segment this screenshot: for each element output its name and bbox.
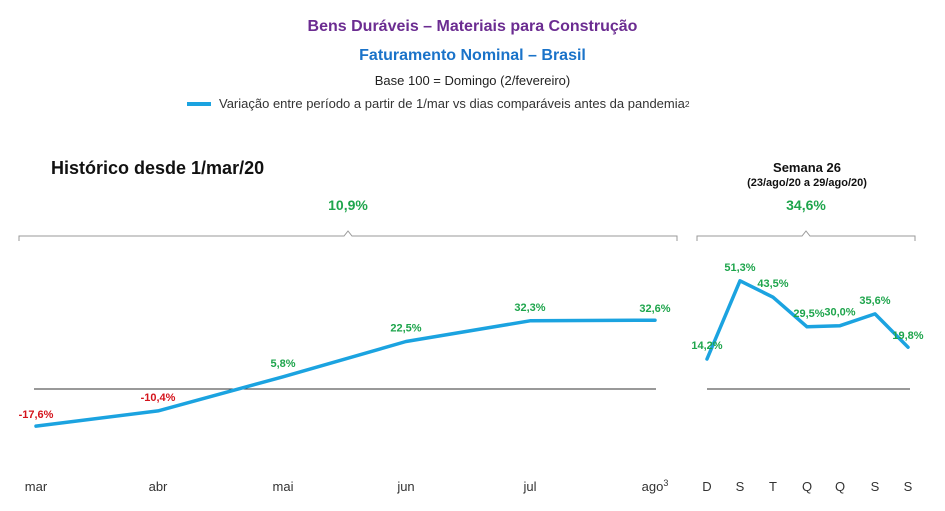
week-summary-label: 34,6% [786,197,826,213]
chart-title: Bens Duráveis – Materiais para Construçã… [307,18,638,35]
history-summary-label: 10,9% [328,197,368,213]
week-data-label: 30,0% [824,307,855,319]
week-summary-bracket [696,230,916,241]
history-heading: Histórico desde 1/mar/20 [51,158,265,178]
legend-text: Variação entre período a partir de 1/mar… [219,96,685,111]
week-category-label: S [904,479,913,494]
week-data-label: 19,8% [892,330,923,342]
history-category-label: mai [273,479,294,494]
history-category-label: jun [396,479,414,494]
chart-subtitle: Faturamento Nominal – Brasil [359,47,586,64]
week-category-label: T [769,479,777,494]
week-data-label: 51,3% [724,262,755,274]
week-data-label: 29,5% [793,308,824,320]
week-series-line [705,279,910,361]
week-range: (23/ago/20 a 29/ago/20) [747,177,867,189]
history-data-label: -17,6% [19,409,54,421]
history-category-label: abr [149,479,168,494]
history-series-line [34,318,657,428]
week-category-label: Q [835,479,845,494]
week-data-label: 14,2% [691,340,722,352]
history-data-label: 32,3% [514,302,545,314]
legend-swatch [187,101,211,106]
base-note: Base 100 = Domingo (2/fevereiro) [374,73,571,88]
history-data-label: 32,6% [639,303,670,315]
week-category-label: Q [802,479,812,494]
history-data-label: -10,4% [141,392,176,404]
history-category-label: ago3 [642,478,669,494]
week-data-label: 35,6% [859,295,890,307]
legend-footnote: 2 [684,98,690,109]
history-category-label: mar [25,479,48,494]
history-category-label: jul [522,479,536,494]
week-category-label: D [702,479,711,494]
week-title: Semana 26 [773,160,841,175]
week-category-label: S [871,479,880,494]
history-data-label: 5,8% [270,358,295,370]
history-summary-bracket [18,230,678,241]
legend: Variação entre período a partir de 1/mar… [187,96,690,111]
week-data-label: 43,5% [757,278,788,290]
history-category-footnote: 3 [663,478,668,488]
history-data-label: 22,5% [390,323,421,335]
week-category-label: S [736,479,745,494]
